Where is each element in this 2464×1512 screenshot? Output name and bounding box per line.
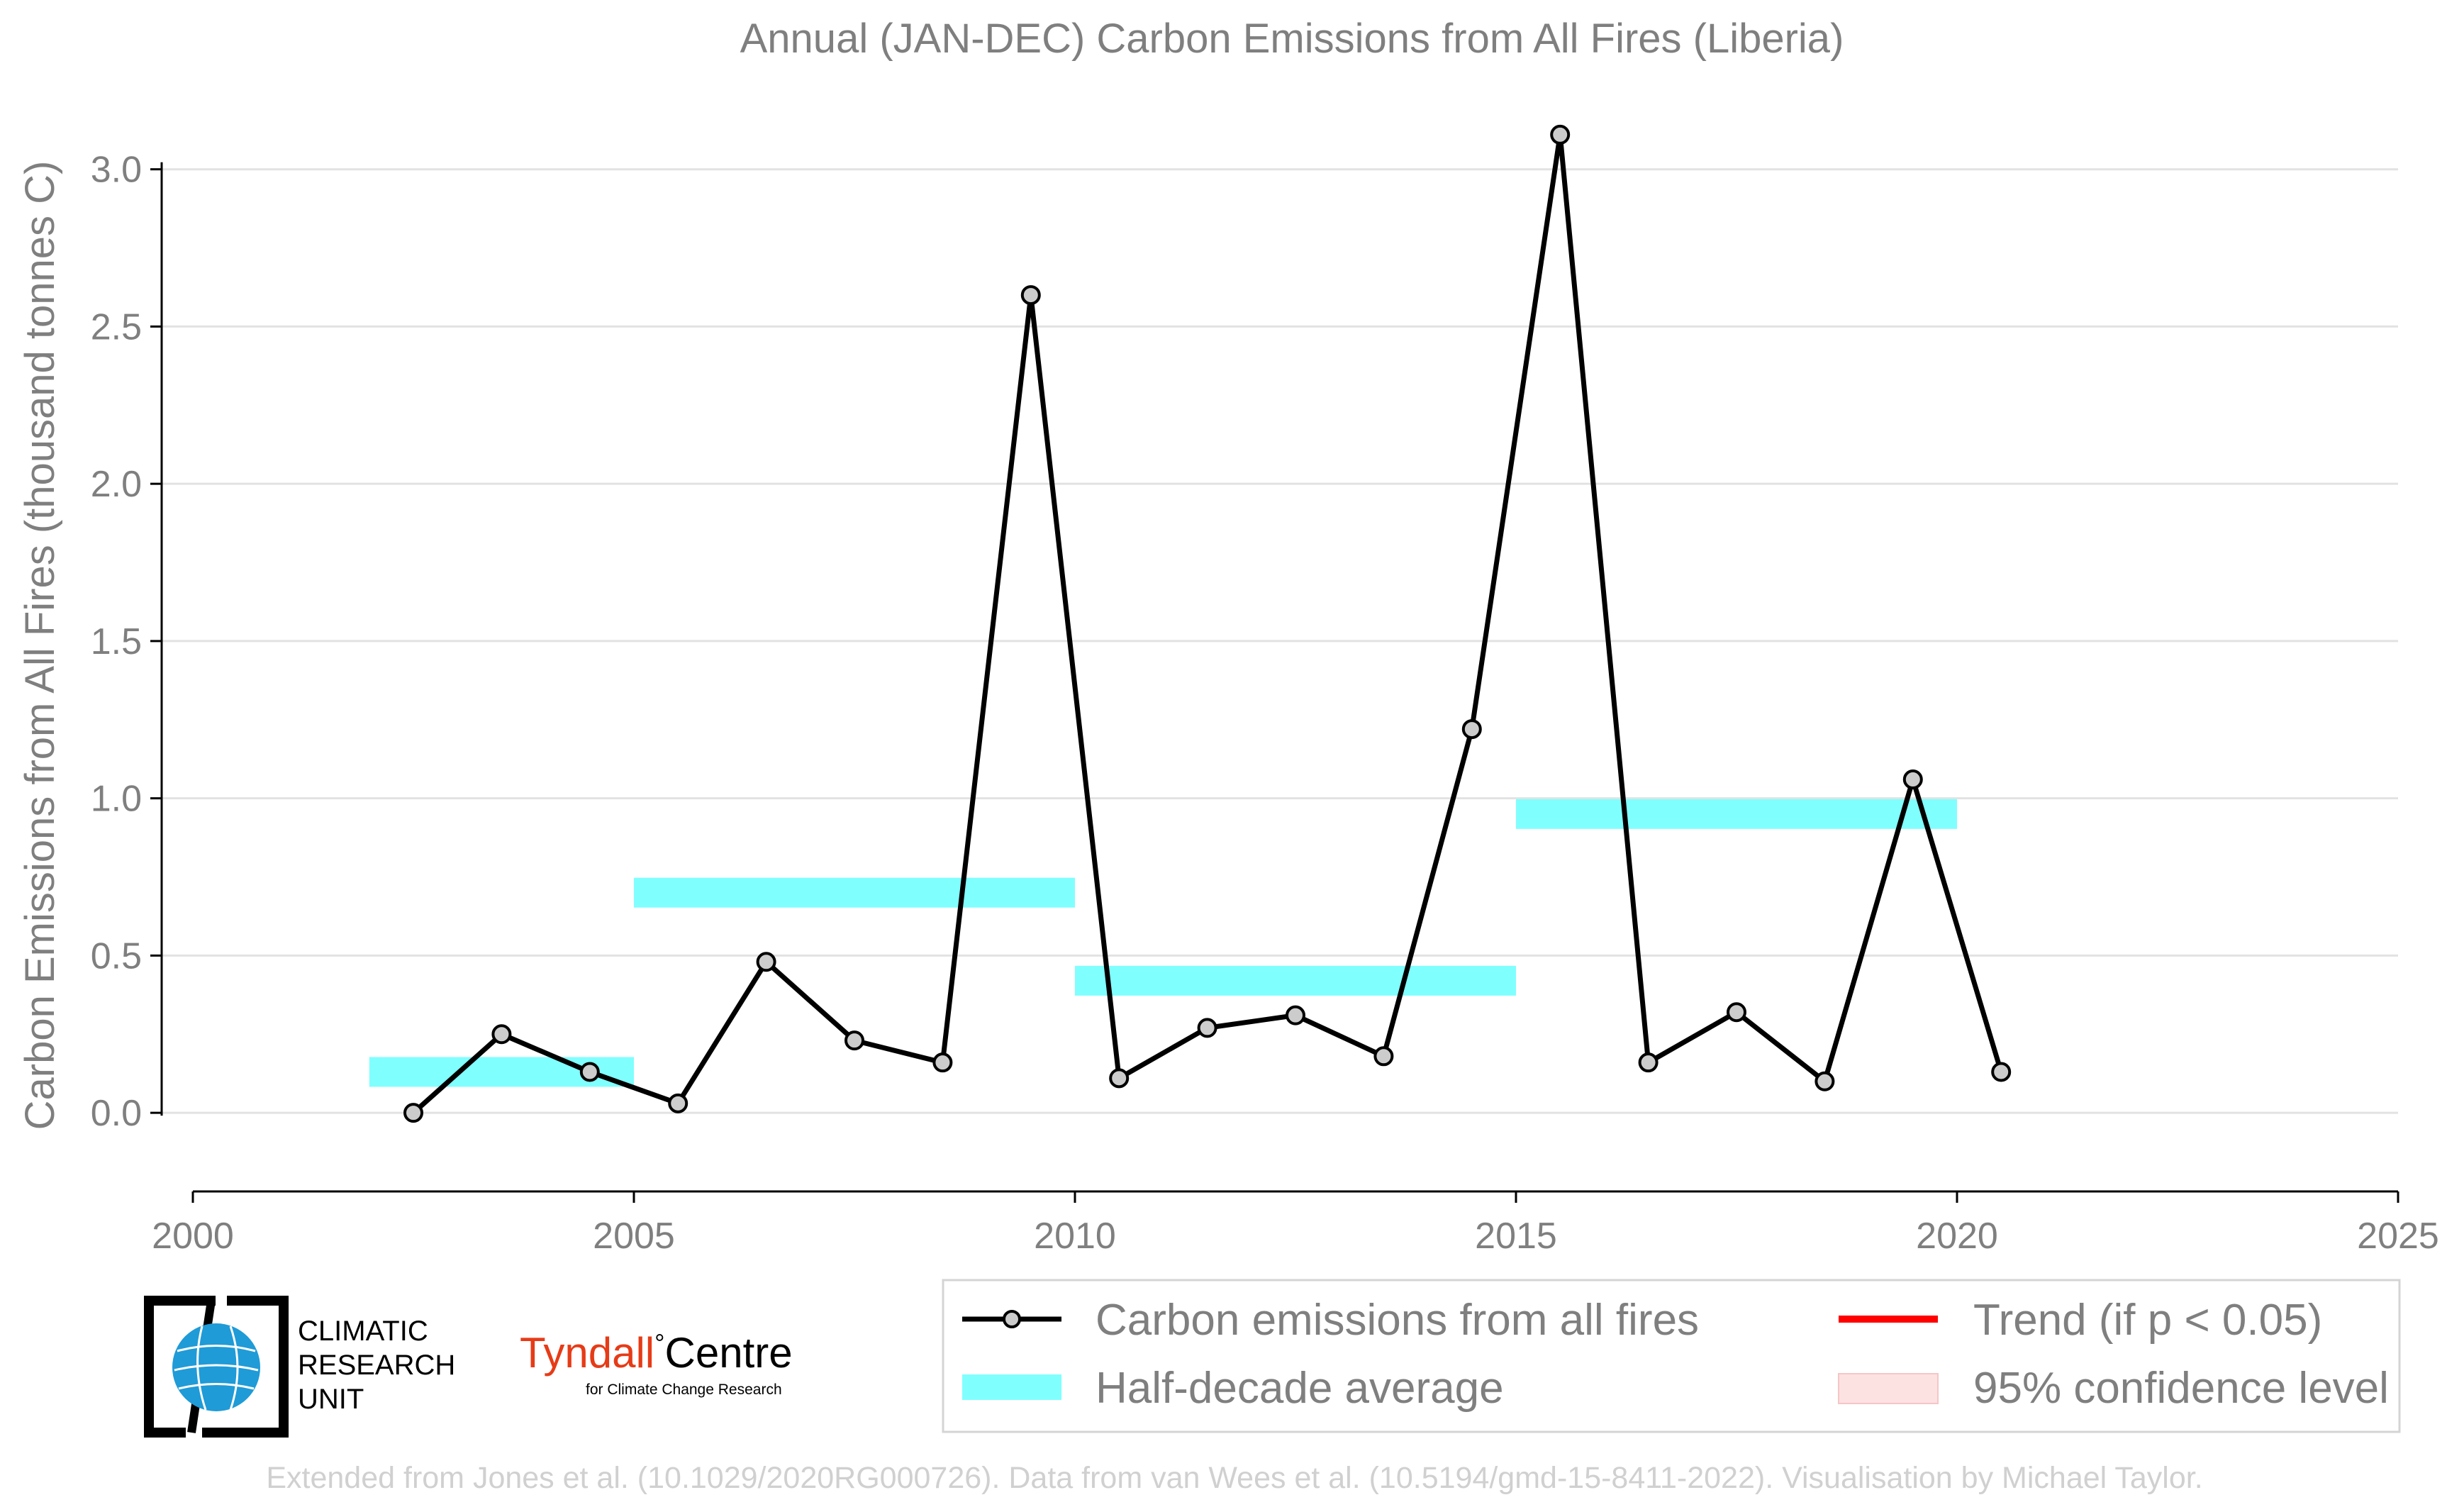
legend-confidence-swatch bbox=[1838, 1373, 1939, 1404]
y-tick-label: 3.0 bbox=[91, 150, 142, 191]
chart-title: Annual (JAN-DEC) Carbon Emissions from A… bbox=[740, 16, 1844, 62]
y-tick-label: 2.0 bbox=[91, 464, 142, 505]
x-tick-label: 2025 bbox=[2357, 1216, 2439, 1257]
y-axis-label: Carbon Emissions from All Fires (thousan… bbox=[17, 161, 63, 1130]
data-point bbox=[1109, 1068, 1130, 1089]
data-point bbox=[1197, 1018, 1217, 1038]
legend-average-swatch bbox=[962, 1374, 1061, 1400]
tyndall-part-1: Tyndall bbox=[520, 1329, 654, 1377]
tyndall-logo: Tyndall°Centre for Climate Change Resear… bbox=[520, 1328, 793, 1398]
data-point bbox=[844, 1030, 864, 1051]
half-decade-average-bar bbox=[634, 877, 1075, 908]
data-point bbox=[1727, 1002, 1746, 1023]
x-ticks: 2000 2005 2010 2015 2020 2025 bbox=[152, 1191, 2439, 1257]
y-tick-label: 1.0 bbox=[91, 779, 142, 820]
legend-series-marker bbox=[1003, 1310, 1021, 1328]
data-point bbox=[1286, 1005, 1305, 1025]
legend-frame bbox=[942, 1279, 2401, 1433]
data-point bbox=[668, 1093, 689, 1113]
y-ticks: 0.0 0.5 1.0 1.5 2.0 2.5 3.0 bbox=[91, 150, 162, 1134]
data-point bbox=[403, 1103, 423, 1123]
data-point bbox=[1373, 1046, 1394, 1067]
series-markers bbox=[403, 124, 2012, 1123]
cru-line-3: UNIT bbox=[298, 1384, 364, 1415]
legend-average-label: Half-decade average bbox=[1096, 1364, 1504, 1413]
data-point bbox=[579, 1062, 600, 1082]
grid-lines bbox=[162, 168, 2398, 1114]
cru-line-2: RESEARCH bbox=[298, 1350, 455, 1381]
half-decade-average-bar bbox=[1075, 965, 1516, 996]
data-point bbox=[491, 1024, 512, 1045]
data-point bbox=[932, 1052, 953, 1073]
y-tick-label: 0.5 bbox=[91, 935, 142, 977]
x-tick-label: 2010 bbox=[1034, 1216, 1116, 1257]
y-tick-label: 0.0 bbox=[91, 1093, 142, 1134]
half-decade-average-bars bbox=[369, 799, 1957, 1087]
x-tick-label: 2000 bbox=[152, 1216, 234, 1257]
data-point bbox=[1020, 285, 1041, 306]
legend: Carbon emissions from all fires Half-dec… bbox=[942, 1279, 2401, 1433]
y-tick-label: 1.5 bbox=[91, 621, 142, 662]
data-point bbox=[756, 952, 776, 972]
tyndall-wordmark: Tyndall°Centre bbox=[520, 1328, 793, 1377]
legend-series-label: Carbon emissions from all fires bbox=[1096, 1296, 1699, 1345]
tyndall-subtitle: for Climate Change Research bbox=[586, 1382, 782, 1398]
legend-confidence-label: 95% confidence level bbox=[1973, 1364, 2389, 1413]
cru-line-1: CLIMATIC bbox=[298, 1316, 428, 1347]
cru-logo: CLIMATIC RESEARCH UNIT bbox=[144, 1296, 455, 1438]
data-point bbox=[1814, 1071, 1835, 1091]
data-point bbox=[1550, 124, 1571, 145]
globe-icon bbox=[172, 1323, 260, 1411]
cru-bracket-right bbox=[202, 1296, 289, 1438]
x-tick-label: 2015 bbox=[1475, 1216, 1557, 1257]
y-tick-label: 2.5 bbox=[91, 306, 142, 348]
data-point bbox=[1638, 1052, 1659, 1073]
tyndall-part-2: Centre bbox=[665, 1329, 793, 1377]
globe-lines bbox=[174, 1325, 259, 1411]
cru-bracket-left bbox=[144, 1296, 216, 1438]
legend-trend-label: Trend (if p < 0.05) bbox=[1973, 1296, 2322, 1345]
half-decade-average-bar bbox=[1516, 799, 1957, 829]
tyndall-degree: ° bbox=[654, 1328, 664, 1357]
data-point bbox=[1902, 769, 1923, 790]
x-tick-label: 2020 bbox=[1916, 1216, 1998, 1257]
data-point bbox=[1991, 1062, 2012, 1082]
data-point bbox=[1461, 719, 1482, 740]
x-tick-label: 2005 bbox=[593, 1216, 675, 1257]
credit-text: Extended from Jones et al. (10.1029/2020… bbox=[266, 1461, 2202, 1495]
